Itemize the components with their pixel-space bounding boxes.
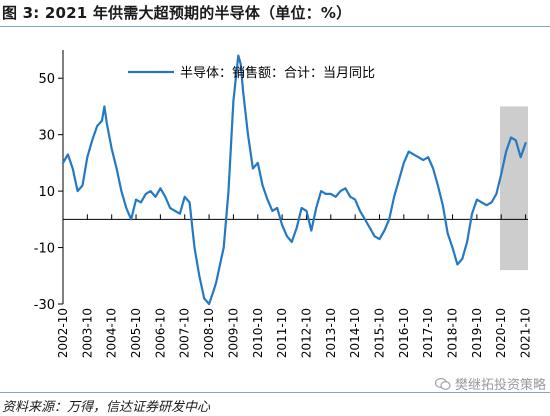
footer-divider bbox=[0, 392, 550, 393]
y-tick-label: -30 bbox=[34, 298, 55, 313]
x-tick-label: 2016-10 bbox=[397, 308, 411, 358]
x-tick-label: 2011-10 bbox=[275, 308, 289, 358]
x-tick-label: 2010-10 bbox=[251, 308, 265, 358]
y-tick-label: -10 bbox=[34, 242, 55, 257]
x-tick-label: 2008-10 bbox=[202, 308, 216, 358]
x-tick-label: 2021-10 bbox=[519, 308, 533, 358]
source-note: 资料来源：万得，信达证券研发中心 bbox=[2, 400, 211, 415]
x-tick-label: 2019-10 bbox=[470, 308, 484, 358]
y-tick-label: 10 bbox=[38, 185, 55, 200]
x-tick-label: 2013-10 bbox=[324, 308, 338, 358]
x-tick-label: 2020-10 bbox=[494, 308, 508, 358]
y-tick-label: 50 bbox=[38, 72, 55, 87]
x-tick-label: 2004-10 bbox=[105, 308, 119, 358]
legend-label: 半导体：销售额：合计：当月同比 bbox=[180, 65, 375, 81]
title-divider bbox=[0, 26, 550, 27]
x-tick-label: 2015-10 bbox=[372, 308, 386, 358]
x-tick-label: 2018-10 bbox=[446, 308, 460, 358]
series-line bbox=[61, 54, 527, 306]
x-tick-label: 2002-10 bbox=[56, 308, 70, 358]
x-tick-label: 2005-10 bbox=[129, 308, 143, 358]
wechat-icon bbox=[434, 377, 451, 390]
figure-title: 图 3: 2021 年供需大超预期的半导体（单位：%） bbox=[2, 4, 352, 22]
x-tick-label: 2017-10 bbox=[421, 308, 435, 358]
x-tick-label: 2003-10 bbox=[80, 308, 94, 358]
x-tick-label: 2012-10 bbox=[299, 308, 313, 358]
watermark-text: 樊继拓投资策略 bbox=[454, 378, 546, 393]
x-tick-label: 2009-10 bbox=[226, 308, 240, 358]
y-tick-label: 30 bbox=[38, 129, 55, 144]
x-tick-label: 2007-10 bbox=[178, 308, 192, 358]
watermark: 樊继拓投资策略 bbox=[434, 374, 546, 393]
line-chart: -30 -10 10 30 50 2002-10 2003-10 2004-10 2005-10… bbox=[34, 50, 533, 358]
x-tick-label: 2006-10 bbox=[153, 308, 167, 358]
x-tick-label: 2014-10 bbox=[348, 308, 362, 358]
plot-area: -30 -10 10 30 50 2002-10 2003-10 2004-10 2005-10… bbox=[34, 50, 533, 358]
highlight-region bbox=[500, 106, 528, 271]
